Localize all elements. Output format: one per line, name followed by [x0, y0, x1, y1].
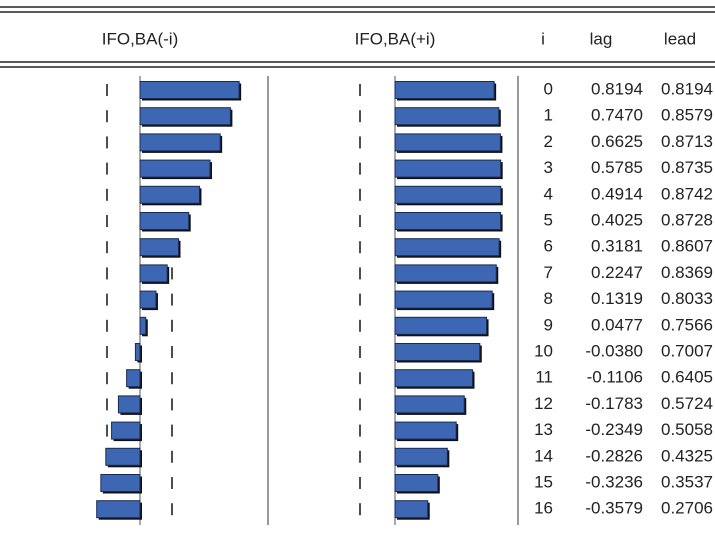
- bar: [139, 185, 200, 204]
- lead-value: 0.8713: [661, 132, 713, 151]
- bar: [117, 395, 141, 414]
- lag-index: 11: [535, 368, 553, 387]
- bar: [394, 212, 502, 230]
- lead-value: 0.8735: [661, 158, 713, 177]
- lag-index: 9: [544, 315, 553, 334]
- bar: [394, 447, 448, 466]
- lag-index: 16: [534, 499, 553, 518]
- bar: [139, 159, 211, 178]
- bar: [139, 212, 190, 230]
- lag-value: -0.2349: [585, 420, 643, 439]
- lag-index: 7: [544, 263, 553, 282]
- bar: [394, 500, 429, 519]
- bar: [139, 238, 179, 257]
- bar: [139, 133, 221, 152]
- lag-value: 0.8194: [591, 79, 643, 98]
- bar: [134, 343, 141, 361]
- lead-value: 0.2706: [661, 499, 713, 518]
- lead-value: 0.8369: [661, 263, 713, 282]
- lag-value: 0.6625: [591, 132, 643, 151]
- lag-index: 15: [534, 472, 553, 491]
- bar: [394, 264, 497, 283]
- header: IFO,BA(-i): [102, 29, 179, 48]
- lead-value: 0.5058: [661, 420, 713, 439]
- lag-value: -0.2826: [585, 446, 643, 465]
- lag-index: 3: [544, 158, 553, 177]
- lead-value: 0.8194: [661, 79, 713, 98]
- lag-value: -0.1106: [587, 368, 643, 387]
- bar: [394, 290, 493, 309]
- header: lag: [590, 29, 613, 48]
- bar: [105, 447, 141, 466]
- bar: [394, 343, 481, 361]
- header: i: [541, 29, 545, 48]
- lag-index: 6: [544, 237, 553, 256]
- header: IFO,BA(+i): [355, 29, 436, 48]
- lag-value: 0.7470: [591, 106, 643, 125]
- lag-index: 14: [534, 446, 553, 465]
- lag-value: -0.3236: [585, 472, 643, 491]
- lead-value: 0.8033: [661, 289, 713, 308]
- bar: [139, 264, 168, 283]
- bar: [139, 81, 240, 99]
- bar: [394, 107, 500, 126]
- lead-value: 0.8728: [661, 210, 713, 229]
- bar: [394, 185, 502, 204]
- bar: [139, 290, 157, 309]
- bar: [394, 421, 457, 440]
- lead-value: 0.6405: [661, 368, 713, 387]
- bar: [139, 316, 147, 335]
- bar: [394, 238, 500, 257]
- bar: [394, 395, 465, 414]
- header: lead: [664, 29, 696, 48]
- bar: [394, 81, 495, 99]
- rows: 0 0.8194 0.8194 1 0.7470 0.8579 2 0.6625 0.8713 3…: [96, 79, 713, 520]
- bar: [126, 369, 141, 388]
- lag-index: 2: [544, 132, 553, 151]
- lag-value: -0.1783: [585, 394, 643, 413]
- lag-index: 10: [534, 341, 553, 360]
- lag-index: 13: [534, 420, 553, 439]
- lead-value: 0.8607: [661, 237, 713, 256]
- lag-index: 4: [544, 184, 553, 203]
- bar: [96, 500, 141, 519]
- lag-value: 0.0477: [591, 315, 643, 334]
- lead-value: 0.3537: [661, 472, 713, 491]
- bar: [394, 316, 488, 335]
- lag-value: 0.2247: [591, 263, 643, 282]
- lag-value: 0.4025: [591, 210, 643, 229]
- lag-value: -0.0380: [585, 341, 643, 360]
- lead-value: 0.5724: [661, 394, 713, 413]
- lead-value: 0.8579: [661, 106, 713, 125]
- lead-value: 0.7007: [661, 341, 713, 360]
- lead-value: 0.7566: [661, 315, 713, 334]
- bar: [394, 133, 501, 152]
- lag-index: 12: [534, 394, 553, 413]
- lag-value: 0.4914: [591, 184, 643, 203]
- bar: [100, 474, 141, 492]
- bar: [394, 159, 502, 178]
- bar: [111, 421, 141, 440]
- lead-value: 0.8742: [661, 184, 713, 203]
- bar: [394, 474, 439, 492]
- bar: [394, 369, 474, 388]
- lag-index: 1: [544, 106, 553, 125]
- lag-index: 0: [544, 79, 553, 98]
- lag-value: 0.3181: [591, 237, 643, 256]
- lag-index: 5: [544, 210, 553, 229]
- lead-value: 0.4325: [661, 446, 713, 465]
- lag-value: 0.1319: [591, 289, 643, 308]
- lag-value: 0.5785: [591, 158, 643, 177]
- bar: [139, 107, 231, 126]
- lag-index: 8: [544, 289, 553, 308]
- lag-value: -0.3579: [585, 499, 643, 518]
